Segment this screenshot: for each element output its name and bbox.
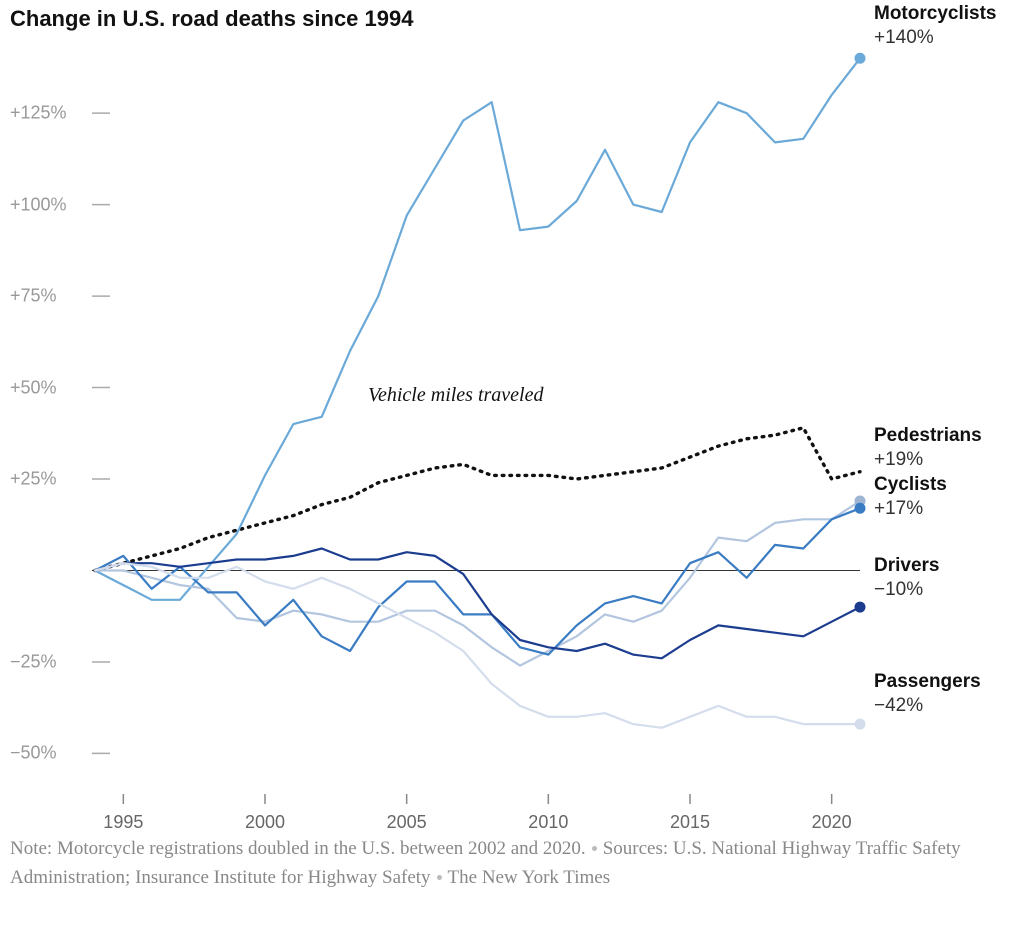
y-tick-label: −50%: [10, 743, 57, 764]
series-end-label: Motorcyclists+140%: [874, 2, 996, 50]
chart-footnote: Note: Motorcycle registrations doubled i…: [10, 834, 1010, 893]
series-end-value: +140%: [874, 26, 996, 50]
series-end-label: Passengers−42%: [874, 670, 981, 718]
x-tick-label: 2015: [670, 812, 710, 833]
series-name: Motorcyclists: [874, 2, 996, 26]
series-end-value: +19%: [874, 448, 982, 472]
x-tick-label: 2010: [528, 812, 568, 833]
chart-container: Change in U.S. road deaths since 1994 −5…: [0, 0, 1024, 932]
series-end-label: Pedestrians+19%: [874, 424, 982, 472]
y-tick-label: +100%: [10, 194, 67, 215]
series-name: Drivers: [874, 554, 940, 578]
x-tick-label: 2000: [245, 812, 285, 833]
series-end-value: −10%: [874, 578, 940, 602]
y-tick-label: −25%: [10, 651, 57, 672]
x-tick-label: 2020: [812, 812, 852, 833]
x-tick-label: 1995: [103, 812, 143, 833]
y-tick-label: +50%: [10, 377, 57, 398]
y-tick-label: +25%: [10, 469, 57, 490]
series-end-label: Cyclists+17%: [874, 473, 947, 521]
series-end-value: +17%: [874, 497, 947, 521]
y-tick-label: +125%: [10, 103, 67, 124]
vmt-annotation: Vehicle miles traveled: [368, 384, 544, 407]
series-name: Passengers: [874, 670, 981, 694]
series-end-label: Drivers−10%: [874, 554, 940, 602]
series-end-value: −42%: [874, 694, 981, 718]
footnote-part: Note: Motorcycle registrations doubled i…: [10, 838, 586, 859]
line-chart-svg: [0, 0, 1024, 932]
y-tick-label: +75%: [10, 286, 57, 307]
footnote-separator: [592, 846, 597, 851]
footnote-part: The New York Times: [448, 867, 611, 888]
series-name: Cyclists: [874, 473, 947, 497]
x-tick-label: 2005: [387, 812, 427, 833]
series-name: Pedestrians: [874, 424, 982, 448]
footnote-separator: [437, 875, 442, 880]
